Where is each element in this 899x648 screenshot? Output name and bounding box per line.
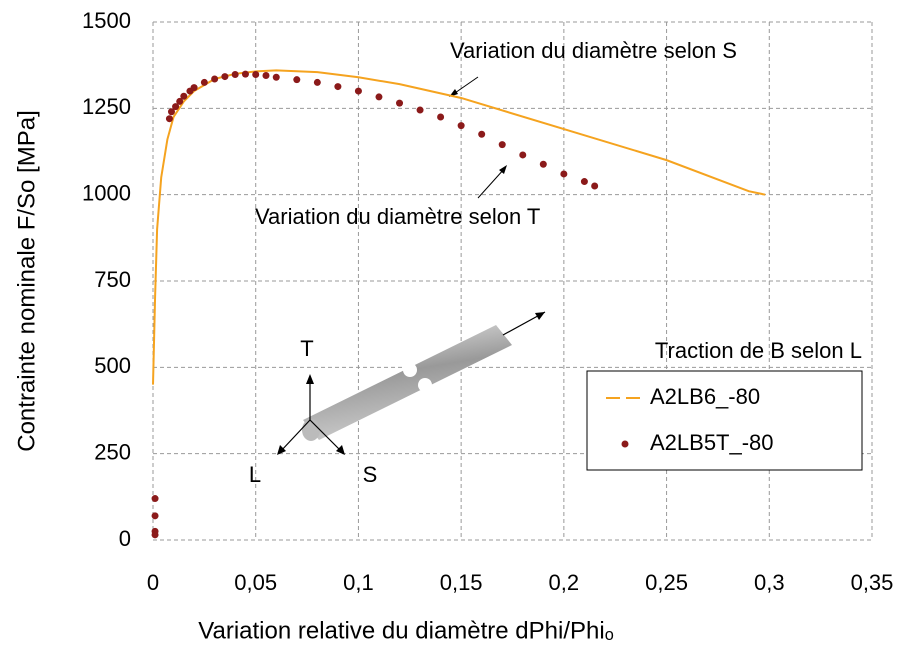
x-axis-title: Variation relative du diamètre dPhi/Phiₒ bbox=[198, 617, 614, 644]
diagram-label: T bbox=[300, 336, 313, 361]
series-point bbox=[478, 130, 486, 138]
x-tick-label: 0,2 bbox=[549, 570, 580, 595]
series-point bbox=[176, 97, 184, 105]
series-point bbox=[272, 73, 280, 81]
y-axis-title: Contrainte nominale F/So [MPa] bbox=[13, 110, 40, 452]
y-tick-label: 250 bbox=[94, 439, 131, 464]
series-point bbox=[375, 93, 383, 101]
y-tick-label: 750 bbox=[94, 267, 131, 292]
series-point bbox=[211, 75, 219, 83]
series-point bbox=[293, 76, 301, 84]
specimen-diagram bbox=[277, 311, 546, 455]
series-point bbox=[313, 78, 321, 86]
annotation-arrow bbox=[477, 167, 506, 199]
diagram-label: L bbox=[249, 462, 261, 487]
series-point bbox=[498, 141, 506, 149]
series-point bbox=[519, 151, 527, 159]
series-point bbox=[539, 160, 547, 168]
annotation-arrow-head bbox=[499, 165, 507, 174]
legend-label: A2LB6_-80 bbox=[650, 384, 760, 409]
series-point bbox=[396, 99, 404, 107]
series-point bbox=[334, 83, 342, 91]
series-point bbox=[591, 182, 599, 190]
series-point bbox=[457, 122, 465, 130]
series-point bbox=[165, 115, 173, 123]
x-tick-label: 0,25 bbox=[645, 570, 688, 595]
legend bbox=[586, 370, 863, 471]
y-tick-label: 500 bbox=[94, 353, 131, 378]
series-point bbox=[580, 178, 588, 186]
series-point bbox=[221, 73, 229, 81]
y-tick-label: 0 bbox=[119, 526, 131, 551]
series-point bbox=[262, 72, 270, 80]
x-tick-label: 0,05 bbox=[234, 570, 277, 595]
series-point bbox=[354, 87, 362, 95]
series-point bbox=[151, 495, 159, 503]
x-tick-label: 0,15 bbox=[440, 570, 483, 595]
series-point bbox=[560, 170, 568, 178]
series-point bbox=[241, 70, 249, 78]
y-tick-label: 1250 bbox=[82, 94, 131, 119]
series-point bbox=[200, 78, 208, 86]
x-tick-label: 0,3 bbox=[754, 570, 785, 595]
series-point bbox=[252, 70, 260, 78]
series-point bbox=[231, 70, 239, 78]
series-point bbox=[151, 512, 159, 520]
y-tick-label: 1000 bbox=[82, 180, 131, 205]
legend-label: A2LB5T_-80 bbox=[650, 430, 774, 455]
y-tick-label: 1500 bbox=[82, 8, 131, 33]
annotation: Variation du diamètre selon T bbox=[255, 204, 540, 229]
series-point bbox=[437, 113, 445, 121]
series-point bbox=[172, 103, 180, 111]
legend-swatch bbox=[621, 440, 629, 448]
series-point bbox=[167, 108, 175, 116]
x-tick-label: 0 bbox=[147, 570, 159, 595]
x-tick-label: 0,35 bbox=[851, 570, 894, 595]
series-point bbox=[151, 531, 159, 539]
series-point bbox=[190, 84, 198, 92]
series-point bbox=[180, 92, 188, 100]
x-tick-label: 0,1 bbox=[343, 570, 374, 595]
legend-title: Traction de B selon L bbox=[655, 338, 862, 363]
annotation: Variation du diamètre selon S bbox=[450, 38, 737, 63]
diagram-label: S bbox=[363, 462, 378, 487]
series-point bbox=[416, 106, 424, 114]
